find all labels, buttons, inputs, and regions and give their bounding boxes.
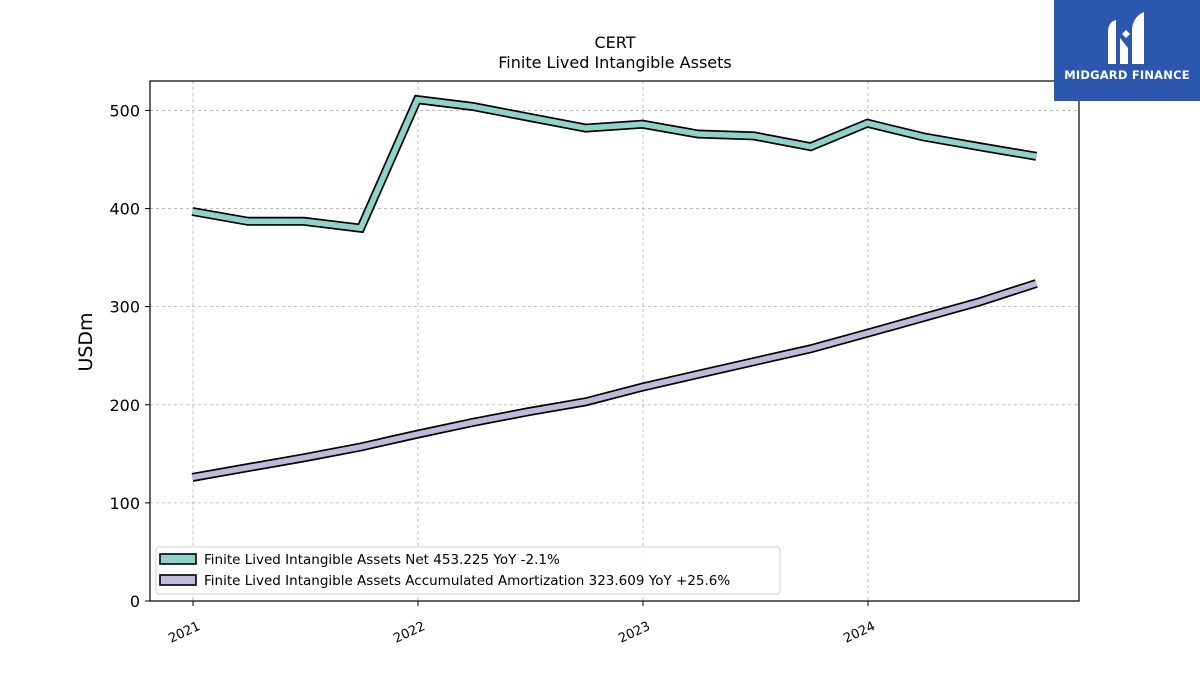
plot-frame [149,80,1080,602]
x-tick-label: 2022 [391,619,427,647]
legend-label-amortization: Finite Lived Intangible Assets Accumulat… [204,573,730,589]
y-tick-label: 300 [109,298,140,317]
y-tick-label: 500 [109,101,140,120]
series-0 [191,94,1038,234]
brand-logo: MIDGARD FINANCE [1054,0,1200,101]
legend-label-net: Finite Lived Intangible Assets Net 453.2… [204,552,560,568]
x-tick-label: 2023 [616,619,652,647]
series-1 [191,279,1038,482]
series-line-outline [191,279,1038,482]
series-line [191,96,1037,232]
series-lines [191,94,1038,482]
legend-swatch-net [159,553,197,565]
x-tick-label: 2021 [166,619,202,647]
chart-title: CERT [594,33,635,52]
legend: Finite Lived Intangible Assets Net 453.2… [155,546,781,595]
brand-name: MIDGARD FINANCE [1064,68,1190,82]
series-line [191,280,1038,481]
grid [150,81,1079,602]
y-tick-label: 200 [109,396,140,415]
x-tick-label: 2024 [841,619,877,647]
y-tick-label: 100 [109,494,140,513]
chart-subtitle: Finite Lived Intangible Assets [498,53,731,72]
legend-box [155,546,781,595]
y-tick-label: 400 [109,200,140,219]
y-tick-label: 0 [130,592,140,611]
brand-mark-icon [1108,12,1144,64]
legend-swatch-amortization [159,574,197,586]
y-axis-label: USDm [75,312,97,371]
